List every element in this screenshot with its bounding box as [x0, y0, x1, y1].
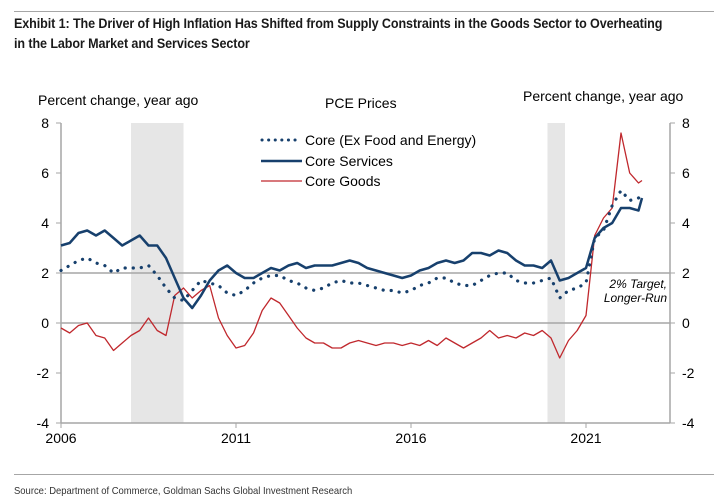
y-tick-label-right: -2	[682, 365, 695, 381]
y-tick-label-right: 4	[682, 215, 690, 231]
source-note: Source: Department of Commerce, Goldman …	[14, 485, 353, 497]
y-axis-label-right: Percent change, year ago	[523, 88, 684, 104]
x-tick-label: 2021	[570, 430, 601, 446]
y-tick-label-left: 8	[41, 115, 49, 131]
y-axis-label-left: Percent change, year ago	[38, 92, 199, 108]
y-tick-label-right: 6	[682, 165, 690, 181]
x-tick-label: 2006	[45, 430, 76, 446]
top-rule	[14, 11, 714, 12]
y-tick-label-left: -2	[37, 365, 50, 381]
legend-label-core: Core (Ex Food and Energy)	[305, 132, 476, 148]
y-tick-label-left: 4	[41, 215, 49, 231]
exhibit-title: Exhibit 1: The Driver of High Inflation …	[14, 16, 663, 51]
legend-label-goods: Core Goods	[305, 173, 380, 189]
y-tick-label-left: 2	[41, 265, 49, 281]
x-tick-label: 2016	[395, 430, 426, 446]
series-lines	[59, 132, 644, 359]
axes: -4 -4 -2 -2 0 0 2 2 4 4 6 6 8 8 2006 2011 2016 2021	[37, 115, 695, 446]
y-tick-label-left: 0	[41, 315, 49, 331]
annotation-line-1: 2% Target,	[608, 277, 667, 291]
legend: Core (Ex Food and Energy) Core Services …	[260, 132, 476, 189]
legend-label-services: Core Services	[305, 153, 393, 169]
pce-chart: -4 -4 -2 -2 0 0 2 2 4 4 6 6 8 8 2006 2011 2016 2021 Perce…	[37, 88, 695, 446]
series-line-core-goods	[60, 132, 643, 359]
y-tick-label-right: -4	[682, 415, 695, 431]
y-tick-label-left: -4	[37, 415, 50, 431]
y-tick-label-left: 6	[41, 165, 49, 181]
bottom-rule	[14, 474, 714, 475]
y-tick-label-right: 8	[682, 115, 690, 131]
target-annotation: 2% Target, Longer-Run	[604, 277, 667, 305]
chart-title: PCE Prices	[325, 95, 397, 111]
annotation-line-2: Longer-Run	[604, 291, 667, 305]
series-line-core-services	[60, 197, 644, 310]
series-line-core-ex-food-and-energy	[59, 188, 644, 303]
y-tick-label-right: 0	[682, 315, 690, 331]
y-tick-label-right: 2	[682, 265, 690, 281]
reference-lines	[61, 272, 670, 324]
x-tick-label: 2011	[221, 430, 251, 446]
